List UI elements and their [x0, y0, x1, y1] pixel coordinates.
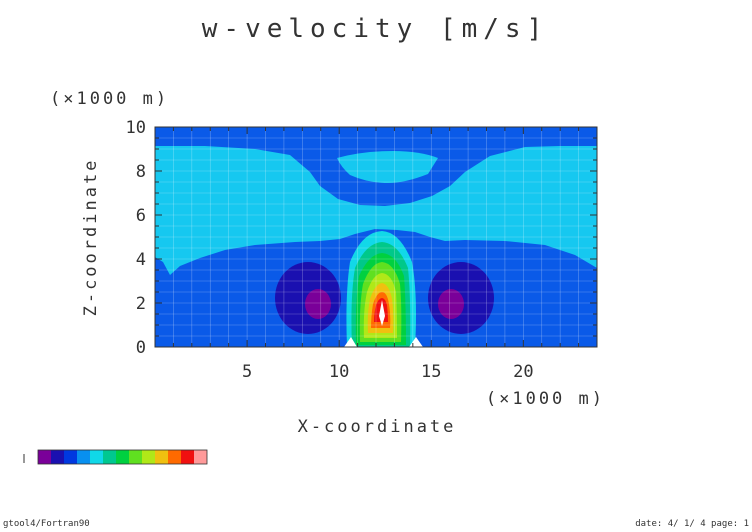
colorbar-swatch	[90, 450, 103, 464]
plot-area: 5 10 15 20 0 2 4 6 8 10	[126, 118, 598, 382]
y-tick-label: 4	[136, 250, 146, 270]
colorbar-swatch	[77, 450, 90, 464]
x-tick-label: 20	[513, 362, 533, 382]
y-tick-label: 0	[136, 338, 146, 358]
x-axis: 5 10 15 20	[172, 127, 580, 382]
y-tick-label: 6	[136, 206, 146, 226]
chart-title: w-velocity [m/s]	[202, 14, 548, 44]
colorbar-swatch	[103, 450, 116, 464]
terrain-bump-left	[344, 337, 357, 347]
colorbar-swatch	[194, 450, 207, 464]
colorbar-swatch	[64, 450, 77, 464]
colorbar-swatch	[129, 450, 142, 464]
x-tick-label: 10	[329, 362, 349, 382]
x-axis-title: X-coordinate	[298, 417, 457, 437]
colorbar-frame	[37, 449, 208, 465]
colorbar-swatch	[142, 450, 155, 464]
y-axis: 0 2 4 6 8 10	[126, 118, 597, 358]
downdraft-right-core	[438, 289, 464, 319]
colorbar-swatch	[38, 450, 51, 464]
field-contour-cell	[337, 151, 438, 183]
colorbar-swatch	[51, 450, 64, 464]
footer-right: date: 4/ 1/ 4 page: 1	[635, 519, 749, 529]
colorbar-swatch	[168, 450, 181, 464]
colorbar-swatch	[116, 450, 129, 464]
grid-lines	[155, 127, 597, 347]
y-tick-label: 2	[136, 294, 146, 314]
x-unit-label: (×1000 m)	[486, 389, 605, 409]
x-tick-label: 5	[242, 362, 252, 382]
y-tick-label: 10	[126, 118, 146, 138]
footer-left: gtool4/Fortran90	[3, 519, 90, 529]
x-tick-label: 15	[421, 362, 441, 382]
colorbar	[37, 449, 208, 465]
field-contour-upper	[155, 146, 597, 275]
colorbar-swatch	[181, 450, 194, 464]
y-tick-label: 8	[136, 162, 146, 182]
colorbar-swatch	[155, 450, 168, 464]
downdraft-left-core	[305, 289, 331, 319]
y-axis-title: Z-coordinate	[81, 158, 101, 317]
updraft-cell	[346, 231, 416, 347]
y-unit-label: (×1000 m)	[50, 89, 169, 109]
